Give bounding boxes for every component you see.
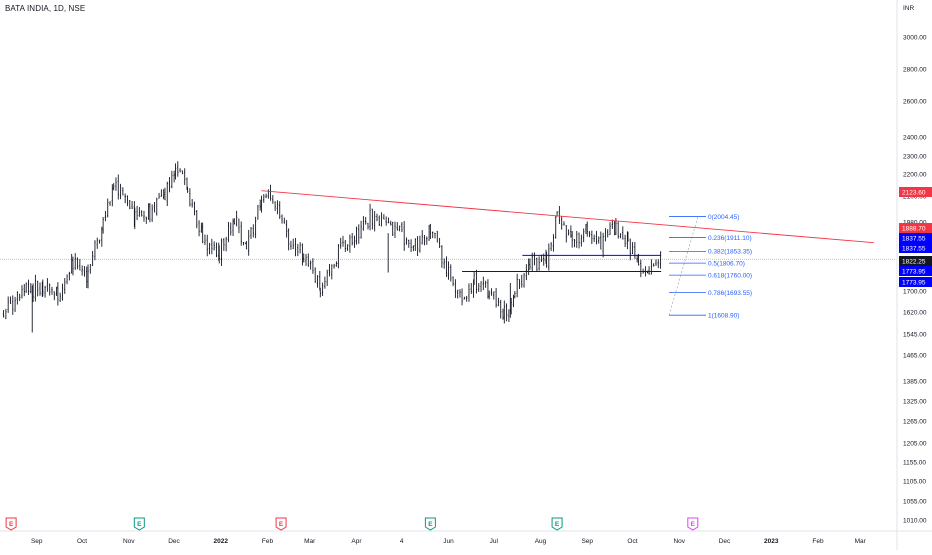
x-tick-label: Feb: [812, 538, 824, 545]
y-tick-label: 1265.00: [903, 419, 927, 426]
price-tag-label: 1822.25: [902, 259, 926, 266]
currency-label: INR: [903, 5, 915, 12]
price-tag-label: 2123.60: [902, 190, 926, 197]
x-tick-label: 2023: [764, 538, 779, 545]
chart-title: BATA INDIA, 1D, NSE: [5, 4, 86, 13]
earnings-marker-label: E: [279, 521, 284, 528]
price-tag: [899, 256, 932, 266]
fib-level-label: 0(2004.45): [708, 214, 739, 221]
price-tag: [899, 277, 932, 287]
x-tick-label: Oct: [627, 538, 637, 545]
price-tag: [899, 233, 932, 243]
price-tag-label: 1837.55: [902, 246, 926, 253]
price-tag-label: 1888.70: [902, 226, 926, 233]
earnings-marker-label: E: [9, 521, 14, 528]
x-tick-label: Aug: [535, 538, 547, 545]
y-tick-label: 2800.00: [903, 67, 927, 74]
y-tick-label: 3000.00: [903, 35, 927, 42]
x-tick-label: Sep: [31, 538, 43, 545]
earnings-marker-label: E: [428, 521, 433, 528]
x-tick-label: Dec: [168, 538, 180, 545]
earnings-marker-icon[interactable]: [424, 517, 436, 531]
earnings-marker-label: E: [555, 521, 560, 528]
price-tag: [899, 243, 932, 253]
y-tick-label: 2600.00: [903, 99, 927, 106]
earnings-marker-label: E: [137, 521, 142, 528]
earnings-marker-icon[interactable]: [275, 517, 287, 531]
price-tag: [899, 187, 932, 197]
y-tick-label: 1205.00: [903, 441, 927, 448]
y-tick-label: 2400.00: [903, 135, 927, 142]
trendline: [261, 190, 874, 244]
earnings-marker-icon[interactable]: [687, 517, 699, 531]
fib-level-label: 0.618(1760.00): [708, 272, 752, 279]
x-tick-label: Jul: [490, 538, 499, 545]
x-tick-label: Apr: [351, 538, 362, 545]
fib-level-label: 0.236(1911.10): [708, 235, 752, 242]
price-tag-label: 1773.95: [902, 280, 926, 287]
x-tick-label: 2022: [214, 538, 229, 545]
x-tick-label: Nov: [123, 538, 135, 545]
fib-level-label: 0.786(1693.55): [708, 290, 752, 297]
fib-level-label: 0.5(1806.70): [708, 260, 745, 267]
earnings-marker-icon[interactable]: [5, 517, 17, 531]
y-tick-label: 1325.00: [903, 399, 927, 406]
y-tick-label: 1105.00: [903, 479, 926, 486]
x-tick-label: 4: [400, 538, 404, 545]
y-tick-label: 1700.00: [903, 289, 927, 296]
x-tick-label: Oct: [77, 538, 87, 545]
price-tag-label: 1773.95: [902, 269, 926, 276]
y-tick-label: 1055.00: [903, 499, 927, 506]
y-tick-label: 1155.00: [903, 460, 926, 467]
earnings-marker-icon[interactable]: [551, 517, 563, 531]
y-tick-label: 2300.00: [903, 154, 927, 161]
y-tick-label: 1465.00: [903, 353, 927, 360]
price-tag-label: 1837.55: [902, 236, 926, 243]
y-tick-label: 2200.00: [903, 172, 927, 179]
y-tick-label: 1010.00: [903, 518, 927, 525]
x-tick-label: Dec: [719, 538, 731, 545]
fib-level-label: 1(1608.90): [708, 312, 739, 319]
fib-level-label: 0.382(1853.35): [708, 249, 752, 256]
x-tick-label: Mar: [855, 538, 867, 545]
x-tick-label: Jun: [443, 538, 454, 545]
y-tick-label: 1620.00: [903, 310, 927, 317]
earnings-marker-icon[interactable]: [133, 517, 145, 531]
earnings-marker-label: E: [691, 521, 696, 528]
x-tick-label: Feb: [262, 538, 274, 545]
price-tag: [899, 223, 932, 233]
x-tick-label: Mar: [304, 538, 316, 545]
y-tick-label: 1545.00: [903, 332, 927, 339]
price-tag: [899, 266, 932, 276]
fib-trend-line: [668, 216, 699, 316]
x-tick-label: Sep: [581, 538, 593, 545]
x-tick-label: Nov: [673, 538, 685, 545]
y-tick-label: 1385.00: [903, 379, 927, 386]
